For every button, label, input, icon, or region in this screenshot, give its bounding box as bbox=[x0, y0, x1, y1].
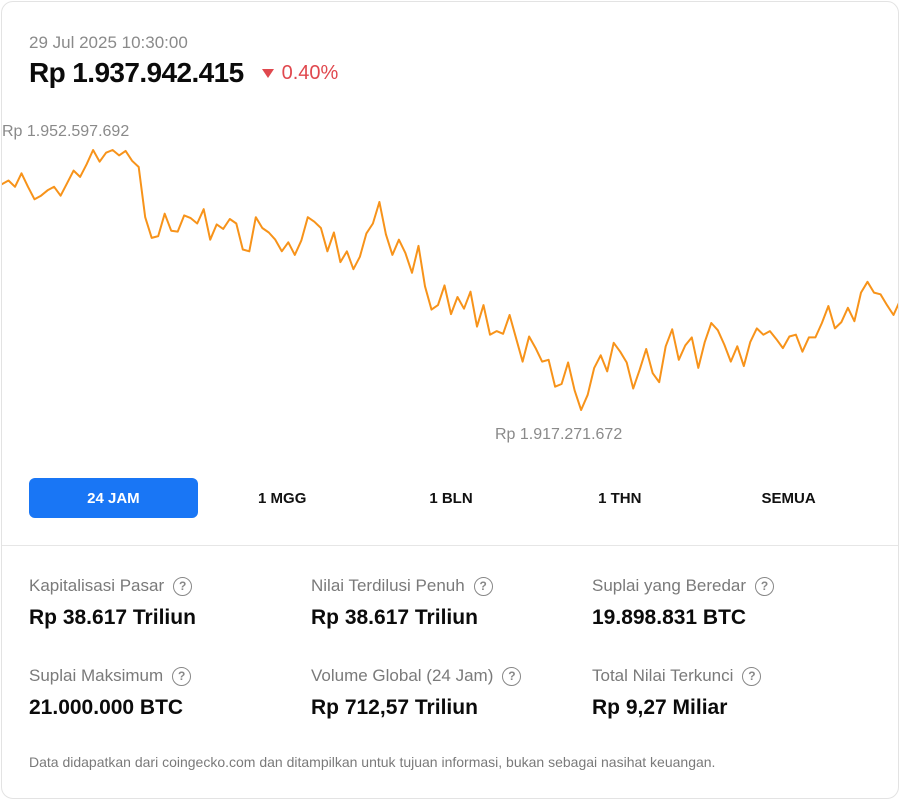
question-mark-circle-icon[interactable]: ? bbox=[173, 576, 193, 596]
stat-value: 19.898.831 BTC bbox=[592, 606, 747, 629]
disclaimer-text: Data didapatkan dari coingecko.com dan d… bbox=[29, 754, 716, 770]
price-change: 0.40% bbox=[261, 61, 339, 85]
tab-24-jam[interactable]: 24 JAM bbox=[29, 478, 198, 518]
price-change-percent: 0.40% bbox=[281, 61, 339, 84]
stat-label: Kapitalisasi Pasar bbox=[29, 576, 165, 595]
stat-value: Rp 9,27 Miliar bbox=[592, 696, 728, 719]
triangle-down-icon bbox=[261, 68, 274, 78]
stat-value: 21.000.000 BTC bbox=[29, 696, 184, 719]
time-range-tabs: 24 JAM 1 MGG 1 BLN 1 THN SEMUA bbox=[29, 478, 873, 518]
stat-value: Rp 38.617 Triliun bbox=[29, 606, 196, 629]
stat-total-value-locked: Total Nilai Terkunci ? Rp 9,27 Miliar bbox=[592, 666, 862, 720]
stat-global-volume: Volume Global (24 Jam) ? Rp 712,57 Trili… bbox=[311, 666, 581, 720]
stat-value: Rp 712,57 Triliun bbox=[311, 696, 478, 719]
current-price: Rp 1.937.942.415 bbox=[29, 57, 244, 88]
section-divider bbox=[2, 545, 898, 546]
stat-label: Suplai yang Beredar bbox=[592, 576, 747, 595]
stat-max-supply: Suplai Maksimum ? 21.000.000 BTC bbox=[29, 666, 299, 720]
tab-1-bln[interactable]: 1 BLN bbox=[429, 489, 473, 507]
chart-low-label: Rp 1.917.271.672 bbox=[495, 426, 622, 443]
tab-semua[interactable]: SEMUA bbox=[761, 489, 816, 507]
price-row: Rp 1.937.942.415 0.40% bbox=[29, 57, 338, 89]
question-mark-circle-icon[interactable]: ? bbox=[172, 666, 192, 686]
tab-1-mgg[interactable]: 1 MGG bbox=[258, 489, 307, 507]
stat-label: Suplai Maksimum bbox=[29, 666, 164, 685]
price-line bbox=[2, 149, 898, 411]
stat-fully-diluted-value: Nilai Terdilusi Penuh ? Rp 38.617 Triliu… bbox=[311, 576, 581, 630]
price-timestamp: 29 Jul 2025 10:30:00 bbox=[29, 33, 188, 52]
stat-label: Volume Global (24 Jam) bbox=[311, 666, 494, 685]
question-mark-circle-icon[interactable]: ? bbox=[755, 576, 775, 596]
tab-1-thn[interactable]: 1 THN bbox=[598, 489, 642, 507]
stat-circulating-supply: Suplai yang Beredar ? 19.898.831 BTC bbox=[592, 576, 862, 630]
question-mark-circle-icon[interactable]: ? bbox=[742, 666, 762, 686]
stat-market-cap: Kapitalisasi Pasar ? Rp 38.617 Triliun bbox=[29, 576, 299, 630]
stat-value: Rp 38.617 Triliun bbox=[311, 606, 478, 629]
chart-high-label: Rp 1.952.597.692 bbox=[2, 123, 129, 140]
stat-label: Nilai Terdilusi Penuh bbox=[311, 576, 465, 595]
price-line-chart[interactable]: Rp 1.952.597.692 Rp 1.917.271.672 bbox=[2, 112, 899, 462]
question-mark-circle-icon[interactable]: ? bbox=[473, 576, 493, 596]
stat-label: Total Nilai Terkunci bbox=[592, 666, 734, 685]
question-mark-circle-icon[interactable]: ? bbox=[502, 666, 522, 686]
